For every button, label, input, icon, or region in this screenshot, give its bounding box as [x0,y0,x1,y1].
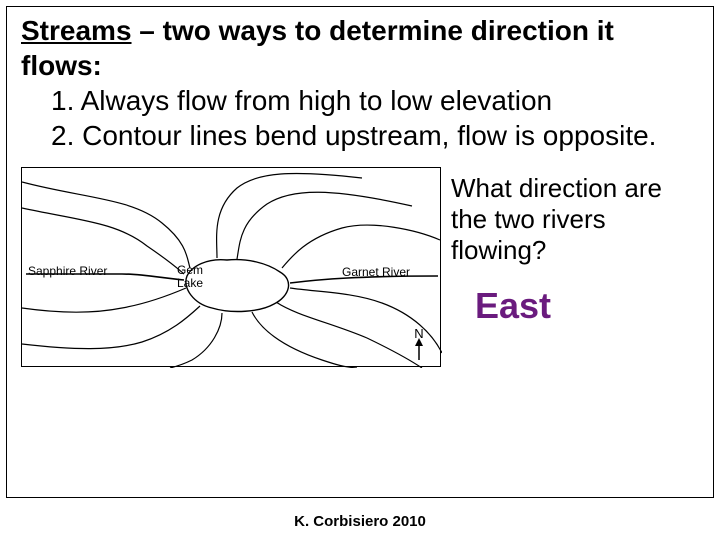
bullet-list: 1. Always flow from high to low elevatio… [21,83,699,153]
slide-footer: K. Corbisiero 2010 [0,513,720,530]
slide-title: Streams – two ways to determine directio… [21,13,699,83]
question-text: What direction are the two rivers flowin… [451,173,699,267]
compass-icon: N [404,326,434,364]
diagram-container: Sapphire River GemLake Garnet River N [21,167,441,367]
question-column: What direction are the two rivers flowin… [451,167,699,367]
topographic-diagram: Sapphire River GemLake Garnet River N [21,167,441,367]
title-underlined: Streams [21,15,132,46]
label-sapphire-river: Sapphire River [28,264,107,278]
bullet-1: 1. Always flow from high to low elevatio… [51,83,699,118]
content-row: Sapphire River GemLake Garnet River N Wh… [21,167,699,367]
compass-north: N [404,326,434,369]
slide-frame: Streams – two ways to determine directio… [6,6,714,498]
label-garnet-river: Garnet River [342,265,410,279]
bullet-2: 2. Contour lines bend upstream, flow is … [51,118,699,153]
label-gem-lake: GemLake [177,264,203,289]
answer-text: East [451,285,699,327]
